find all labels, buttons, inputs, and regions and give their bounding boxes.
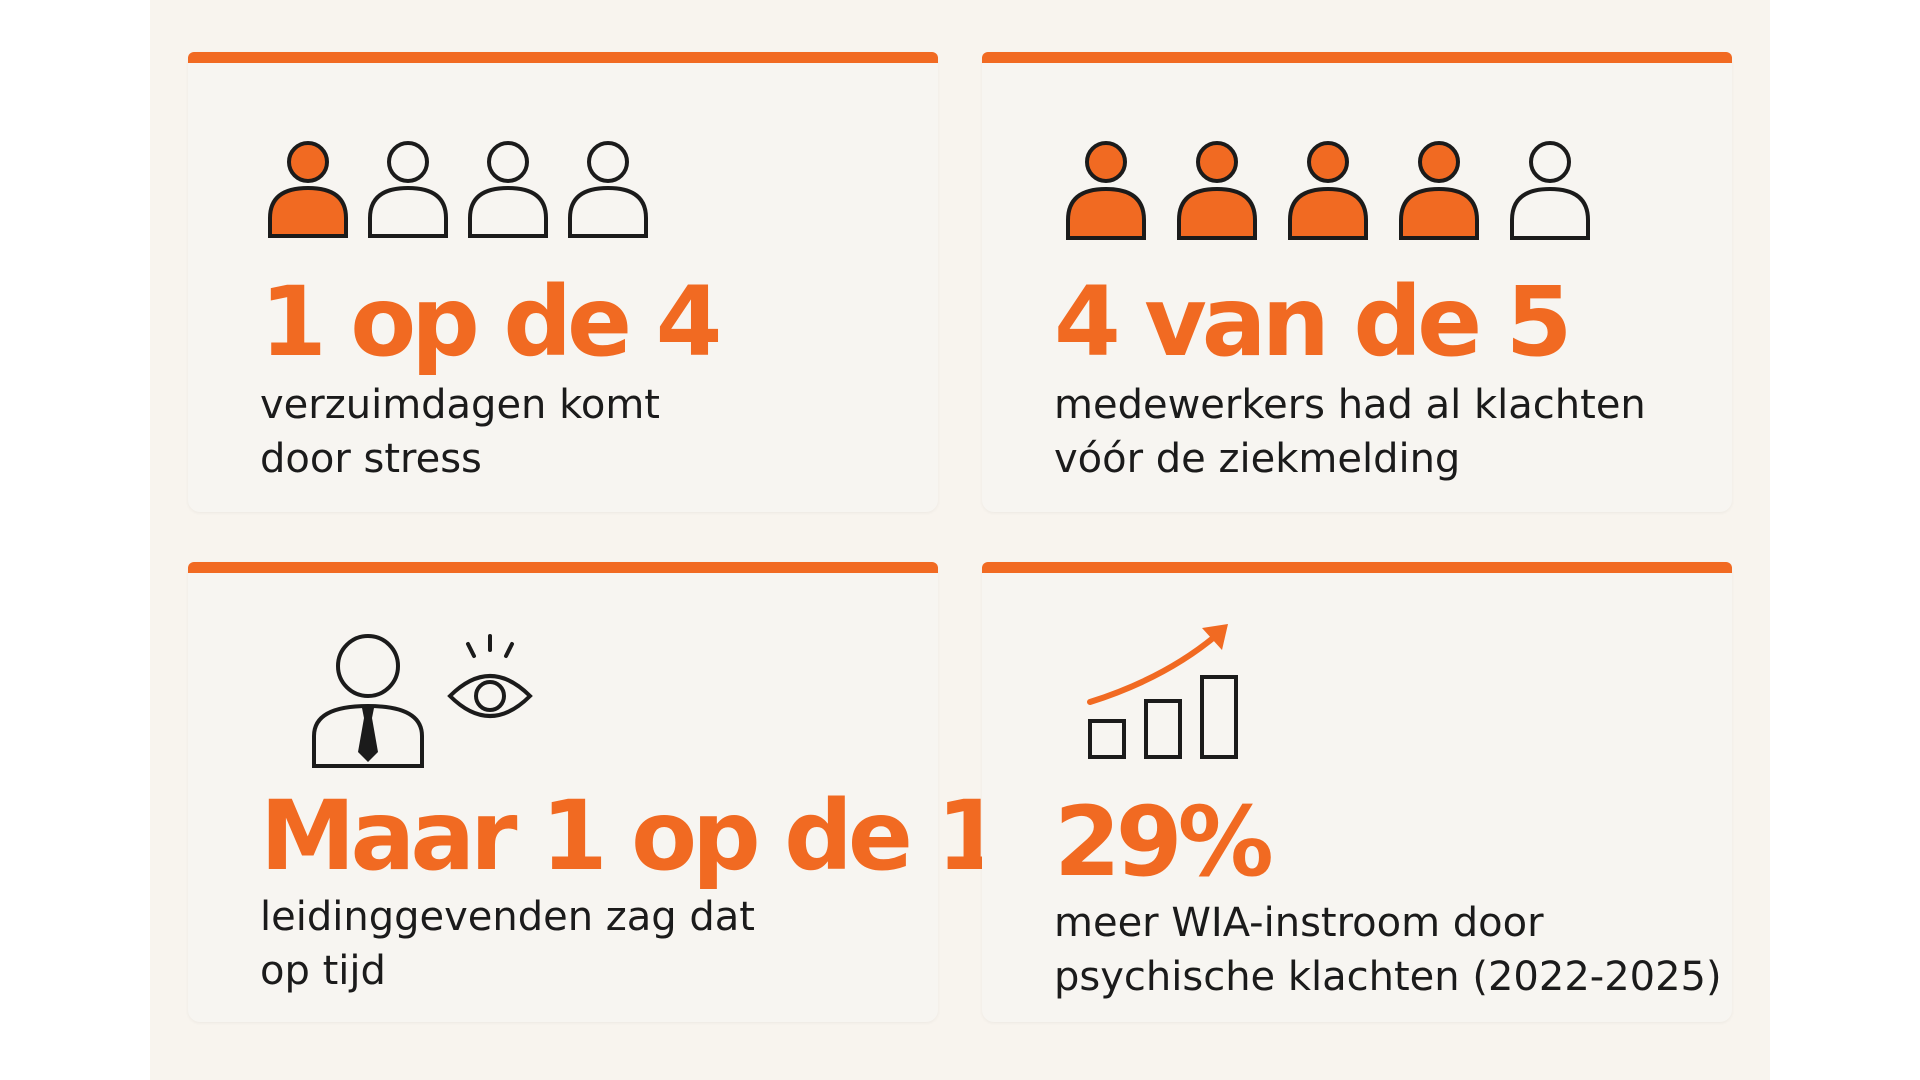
stat-description: verzuimdagen komt door stress xyxy=(260,378,920,486)
card-accent-bar xyxy=(982,52,1732,63)
stat-value: 1 op de 4 xyxy=(260,266,722,378)
person-filled-icon xyxy=(268,141,348,238)
eye-icon xyxy=(447,634,533,718)
people-icons-row xyxy=(268,141,648,238)
person-outline-icon xyxy=(368,141,448,238)
person-filled-icon xyxy=(1288,141,1368,240)
stat-description: medewerkers had al klachten vóór de ziek… xyxy=(1054,378,1714,486)
person-filled-icon xyxy=(1399,141,1479,240)
manager-icon xyxy=(312,634,424,768)
description-line: leidinggevenden zag dat xyxy=(260,894,755,940)
infographic-canvas: 1 op de 4 verzuimdagen komt door stress xyxy=(150,0,1770,1080)
description-line: verzuimdagen komt xyxy=(260,382,660,428)
description-line: vóór de ziekmelding xyxy=(1054,436,1461,482)
stat-card-wia: 29% meer WIA-instroom door psychische kl… xyxy=(982,562,1732,1022)
card-accent-bar xyxy=(982,562,1732,573)
person-outline-icon xyxy=(1510,141,1590,240)
rising-bar-chart-icon xyxy=(1087,624,1238,759)
person-filled-icon xyxy=(1066,141,1146,240)
stat-description: meer WIA-instroom door psychische klacht… xyxy=(1054,896,1722,1004)
stat-description: leidinggevenden zag dat op tijd xyxy=(260,890,920,998)
stat-card-complaints: 4 van de 5 medewerkers had al klachten v… xyxy=(982,52,1732,512)
description-line: psychische klachten (2022-2025) xyxy=(1054,954,1722,1000)
person-filled-icon xyxy=(1177,141,1257,240)
stat-card-managers: Maar 1 op de 10 leidinggevenden zag dat … xyxy=(188,562,1065,1022)
stat-value: 4 van de 5 xyxy=(1054,266,1572,378)
card-accent-bar xyxy=(188,52,938,63)
description-line: door stress xyxy=(260,436,482,482)
person-outline-icon xyxy=(468,141,548,238)
person-outline-icon xyxy=(568,141,648,238)
stat-value: 29% xyxy=(1054,786,1274,898)
description-line: meer WIA-instroom door xyxy=(1054,900,1544,946)
card-accent-bar xyxy=(188,562,938,573)
stat-card-stress: 1 op de 4 verzuimdagen komt door stress xyxy=(188,52,938,512)
description-line: medewerkers had al klachten xyxy=(1054,382,1646,428)
stat-value: Maar 1 op de 10 xyxy=(260,780,1065,892)
manager-eye-icons xyxy=(312,634,533,768)
description-line: op tijd xyxy=(260,948,386,994)
people-icons-row xyxy=(1066,141,1590,240)
